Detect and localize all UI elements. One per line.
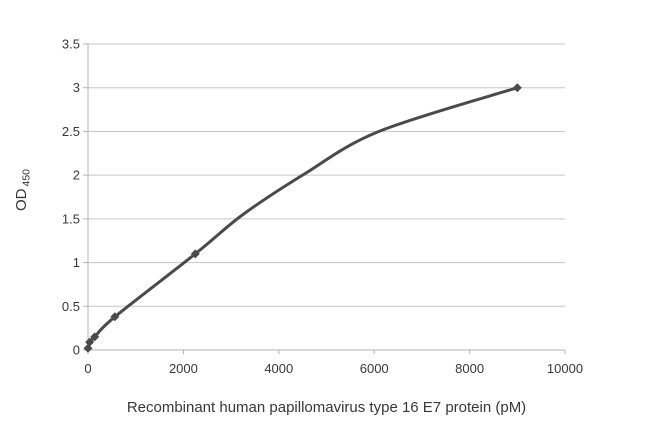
y-axis-title-main: OD [13,188,30,211]
gridlines [88,43,565,351]
data-point-marker [512,83,522,93]
y-tick-label: 2.5 [62,124,80,139]
data-point-marker [85,337,95,347]
tick-marks [83,43,566,354]
x-tick-label: 10000 [547,361,583,376]
x-tick-label: 4000 [264,361,293,376]
y-tick-labels: 0 0.5 1 1.5 2 2.5 3 3.5 [62,37,80,358]
y-tick-label: 0.5 [62,299,80,314]
x-axis-title: Recombinant human papillomavirus type 16… [127,399,526,416]
y-tick-label: 1 [73,255,80,270]
y-axis-title-subscript: 450 [21,169,33,187]
data-point-markers [83,83,522,353]
x-tick-label: 0 [84,361,91,376]
y-tick-label: 3 [73,80,80,95]
data-point-marker [190,249,200,259]
data-point-marker [110,312,120,322]
x-tick-labels: 0 2000 4000 6000 8000 10000 [84,361,583,376]
y-tick-label: 2 [73,168,80,183]
y-tick-label: 3.5 [62,37,80,52]
x-tick-label: 6000 [360,361,389,376]
x-tick-label: 8000 [455,361,484,376]
y-tick-label: 1.5 [62,211,80,226]
standard-curve-line [86,86,519,350]
axes [87,44,565,351]
x-tick-label: 2000 [169,361,198,376]
y-axis-title: OD450 [13,169,33,211]
y-tick-label: 0 [73,343,80,358]
data-point-marker [90,332,100,342]
